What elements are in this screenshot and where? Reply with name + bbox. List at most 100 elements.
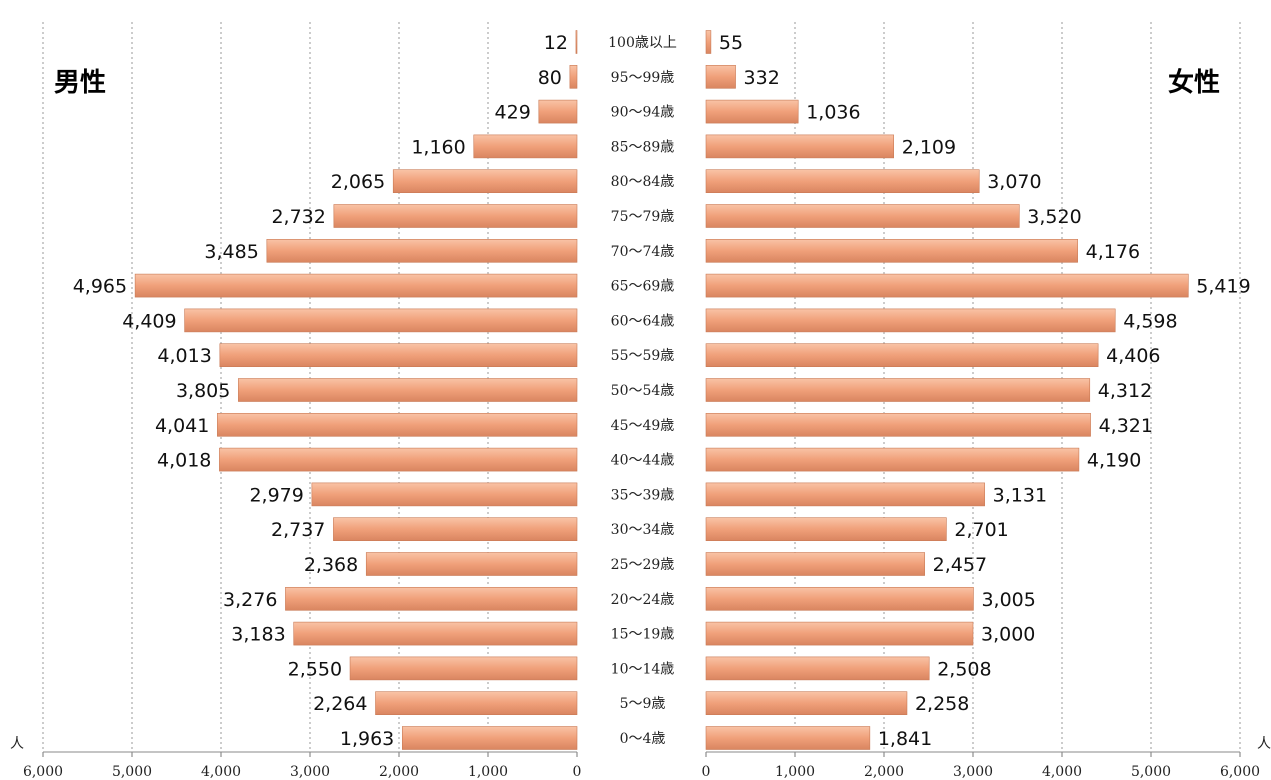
age-group-label-7: 35～39歳 — [611, 487, 675, 503]
female-bar-20 — [705, 30, 712, 54]
male-value-label-19: 80 — [538, 67, 562, 89]
male-bar-2 — [349, 656, 578, 681]
tick-label-left-2000: 2,000 — [379, 764, 419, 780]
female-value-label-18: 1,036 — [806, 102, 860, 124]
male-value-label-11: 4,013 — [157, 345, 211, 367]
female-bar-17 — [705, 134, 895, 159]
female-bar-3 — [705, 621, 974, 646]
male-value-label-14: 3,485 — [204, 241, 258, 263]
female-bar-12 — [705, 308, 1116, 333]
female-value-label-19: 332 — [744, 67, 780, 89]
age-group-label-11: 55～59歳 — [611, 348, 675, 364]
male-value-label-17: 1,160 — [411, 136, 465, 158]
tick-label-right-1000: 1,000 — [775, 764, 815, 780]
female-value-label-7: 3,131 — [993, 484, 1047, 506]
female-bar-16 — [705, 169, 980, 193]
age-group-label-0: 0～4歳 — [620, 731, 666, 747]
male-bar-1 — [375, 691, 578, 716]
female-bar-10 — [705, 378, 1091, 402]
age-group-label-20: 100歳以上 — [608, 35, 677, 51]
age-group-label-9: 45～49歳 — [611, 418, 675, 434]
female-value-label-1: 2,258 — [915, 693, 969, 715]
age-group-label-8: 40～44歳 — [611, 453, 675, 469]
tick-label-left-5000: 5,000 — [112, 764, 152, 780]
male-value-label-3: 3,183 — [231, 624, 285, 646]
female-bar-14 — [705, 239, 1078, 263]
male-bar-20 — [575, 30, 578, 54]
female-bar-7 — [705, 482, 985, 507]
female-value-label-12: 4,598 — [1123, 310, 1177, 332]
age-group-label-12: 60～64歳 — [611, 313, 675, 329]
tick-label-right-6000: 6,000 — [1220, 764, 1260, 780]
female-value-label-15: 3,520 — [1027, 206, 1081, 228]
male-bar-17 — [473, 134, 578, 159]
male-value-label-15: 2,732 — [271, 206, 325, 228]
male-value-label-5: 2,368 — [304, 554, 358, 576]
female-value-label-20: 55 — [719, 32, 743, 54]
male-value-label-6: 2,737 — [271, 519, 325, 541]
age-group-label-14: 70～74歳 — [611, 244, 675, 260]
female-bar-5 — [705, 552, 925, 576]
male-value-label-7: 2,979 — [249, 484, 303, 506]
age-group-label-17: 85～89歳 — [611, 139, 675, 155]
tick-label-left-0: 0 — [573, 764, 582, 780]
male-bar-6 — [333, 517, 578, 542]
age-group-label-5: 25～29歳 — [611, 557, 675, 573]
female-bar-11 — [705, 343, 1099, 368]
male-bar-8 — [219, 447, 578, 472]
female-bar-4 — [705, 586, 974, 611]
female-value-label-16: 3,070 — [987, 171, 1041, 193]
unit-label-right: 人 — [1257, 736, 1271, 752]
female-value-label-0: 1,841 — [878, 728, 932, 750]
male-bar-12 — [184, 308, 578, 333]
female-bar-9 — [705, 412, 1091, 437]
age-group-label-2: 10～14歳 — [611, 661, 675, 677]
age-group-label-10: 50～54歳 — [611, 383, 675, 399]
female-value-label-9: 4,321 — [1099, 415, 1153, 437]
male-value-label-20: 12 — [544, 32, 568, 54]
male-value-label-18: 429 — [495, 102, 531, 124]
female-value-label-17: 2,109 — [902, 136, 956, 158]
female-bar-15 — [705, 204, 1020, 228]
female-value-label-14: 4,176 — [1086, 241, 1140, 263]
tick-label-left-6000: 6,000 — [23, 764, 63, 780]
male-bar-14 — [266, 239, 578, 263]
male-value-label-10: 3,805 — [176, 380, 230, 402]
male-bar-19 — [569, 65, 578, 89]
female-bar-0 — [705, 726, 871, 750]
female-value-label-13: 5,419 — [1196, 276, 1250, 298]
female-bar-8 — [705, 447, 1080, 472]
age-group-label-15: 75～79歳 — [611, 209, 675, 225]
tick-label-left-1000: 1,000 — [468, 764, 508, 780]
age-group-label-16: 80～84歳 — [611, 174, 675, 190]
female-value-label-2: 2,508 — [937, 658, 991, 680]
male-value-label-4: 3,276 — [223, 589, 277, 611]
tick-label-left-3000: 3,000 — [290, 764, 330, 780]
tick-label-right-5000: 5,000 — [1131, 764, 1171, 780]
male-value-label-12: 4,409 — [122, 310, 176, 332]
female-value-label-8: 4,190 — [1087, 450, 1141, 472]
age-group-label-3: 15～19歳 — [611, 627, 675, 643]
male-bar-9 — [217, 412, 578, 437]
male-bar-16 — [392, 169, 578, 193]
female-value-label-4: 3,005 — [981, 589, 1035, 611]
female-bar-19 — [705, 65, 736, 89]
male-bar-13 — [134, 273, 578, 298]
male-bar-4 — [285, 586, 578, 611]
male-bar-5 — [365, 552, 578, 576]
male-value-label-8: 4,018 — [157, 450, 211, 472]
female-bar-13 — [705, 273, 1189, 298]
male-bar-15 — [333, 204, 578, 228]
female-value-label-10: 4,312 — [1098, 380, 1152, 402]
female-value-label-3: 3,000 — [981, 624, 1035, 646]
age-group-label-6: 30～34歳 — [611, 522, 675, 538]
age-group-label-19: 95～99歳 — [611, 70, 675, 86]
male-bar-11 — [219, 343, 578, 368]
tick-label-right-3000: 3,000 — [953, 764, 993, 780]
age-group-label-18: 90～94歳 — [611, 105, 675, 121]
male-value-label-2: 2,550 — [288, 658, 342, 680]
female-bar-18 — [705, 99, 799, 124]
female-bar-6 — [705, 517, 947, 542]
male-bar-18 — [538, 99, 578, 124]
